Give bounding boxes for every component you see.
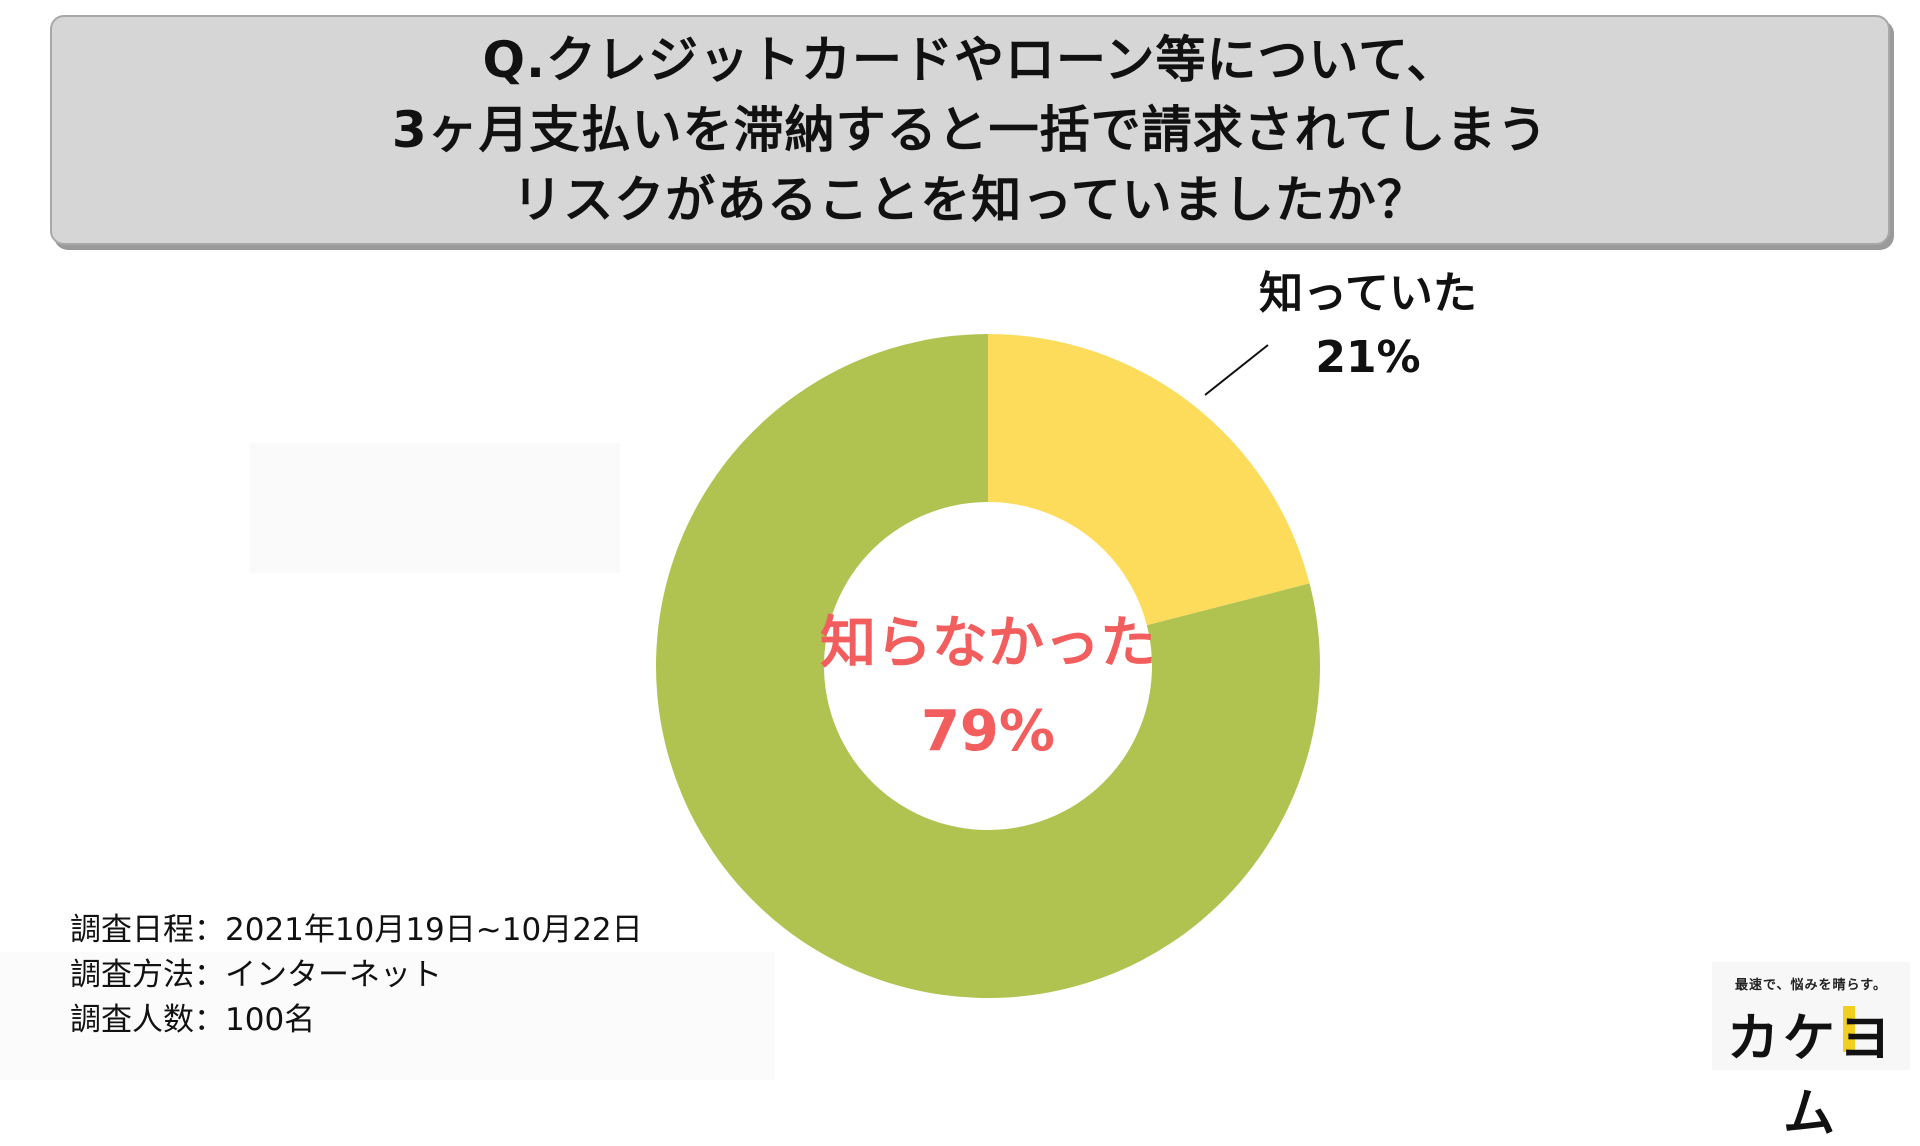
survey-method: 調査方法：インターネット [70, 957, 442, 993]
brand-logo: 最速で、悩みを晴らす。 カケヨム [1712, 962, 1910, 1144]
donut-slice-1 [655, 334, 1320, 998]
logo-tagline: 最速で、悩みを晴らす。 [1735, 978, 1887, 993]
slice-value-unknown: 79% [921, 699, 1055, 764]
background-panel [0, 952, 775, 1080]
slice-label-known: 知っていた [1259, 268, 1477, 319]
question-title-line: Q.クレジットカードやローン等について、 [482, 31, 1458, 89]
question-title-line: リスクがあることを知っていましたか？ [512, 171, 1428, 229]
survey-count: 調査人数：100名 [70, 1002, 316, 1038]
logo-accent-bar [1843, 1006, 1855, 1052]
logo-text: カケヨム [1726, 1009, 1895, 1144]
question-title-line: 3ヶ月支払いを滞納すると一括で請求されてしまう [391, 101, 1549, 159]
survey-info: 調査日程：2021年10月19日~10月22日 調査方法：インターネット 調査人… [70, 908, 643, 1043]
slice-label-unknown: 知らなかった [820, 611, 1156, 676]
background-panel [250, 443, 620, 573]
slice-value-known: 21% [1315, 332, 1420, 383]
question-title-box: Q.クレジットカードやローン等について、 3ヶ月支払いを滞納すると一括で請求され… [50, 15, 1890, 245]
leader-line [1204, 344, 1269, 396]
donut-slice-0 [988, 334, 1310, 626]
donut-chart: 知っていた 21% 知らなかった 79% [655, 268, 1477, 998]
survey-date: 調査日程：2021年10月19日~10月22日 [70, 912, 643, 948]
